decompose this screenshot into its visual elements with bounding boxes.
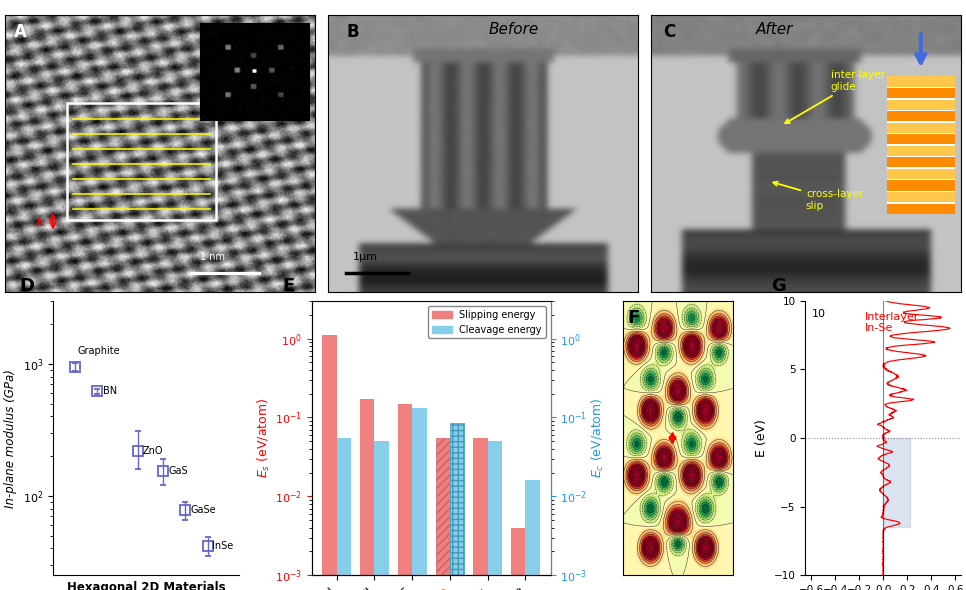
Bar — [450, 423, 465, 590]
Text: cross-layer
slip: cross-layer slip — [773, 182, 864, 211]
Bar — [526, 480, 540, 590]
Text: GaSe: GaSe — [190, 505, 215, 515]
Bar — [337, 438, 351, 590]
X-axis label: Hexagonal 2D Materials: Hexagonal 2D Materials — [67, 581, 225, 590]
Text: BN: BN — [103, 386, 117, 396]
Bar — [360, 399, 375, 590]
Text: G: G — [771, 277, 786, 296]
Text: 1μm: 1μm — [353, 252, 378, 262]
Text: E: E — [283, 277, 295, 296]
Y-axis label: $E_c$ (eV/atom): $E_c$ (eV/atom) — [590, 398, 607, 478]
Y-axis label: In-plane modulus (GPa): In-plane modulus (GPa) — [4, 369, 17, 507]
Text: ZnO: ZnO — [143, 445, 163, 455]
Text: InSe: InSe — [213, 540, 234, 550]
Text: B: B — [347, 23, 359, 41]
Text: A: A — [14, 23, 27, 41]
Text: C: C — [663, 23, 675, 41]
Legend: Slipping energy, Cleavage energy: Slipping energy, Cleavage energy — [428, 306, 546, 339]
Text: D: D — [19, 277, 35, 296]
Text: inter-layer
glide: inter-layer glide — [785, 70, 885, 123]
Y-axis label: E (eV): E (eV) — [755, 419, 768, 457]
Bar — [398, 404, 412, 590]
Bar — [511, 527, 526, 590]
Text: b: b — [36, 218, 43, 228]
Text: Interlayer
In-Se: Interlayer In-Se — [865, 312, 919, 333]
Text: After: After — [756, 22, 793, 37]
Bar — [473, 438, 488, 590]
Bar — [436, 438, 450, 590]
Bar — [323, 335, 337, 590]
Bar — [375, 441, 388, 590]
Text: Graphite: Graphite — [77, 346, 121, 356]
Text: GaS: GaS — [168, 466, 187, 476]
Bar — [67, 103, 216, 220]
Y-axis label: $E_s$ (eV/atom): $E_s$ (eV/atom) — [256, 398, 272, 478]
Text: 1 nm: 1 nm — [201, 252, 225, 262]
Bar — [412, 408, 427, 590]
Text: 10: 10 — [811, 309, 826, 319]
Bar — [488, 441, 502, 590]
Text: F: F — [628, 309, 639, 327]
Text: Before: Before — [489, 22, 539, 37]
